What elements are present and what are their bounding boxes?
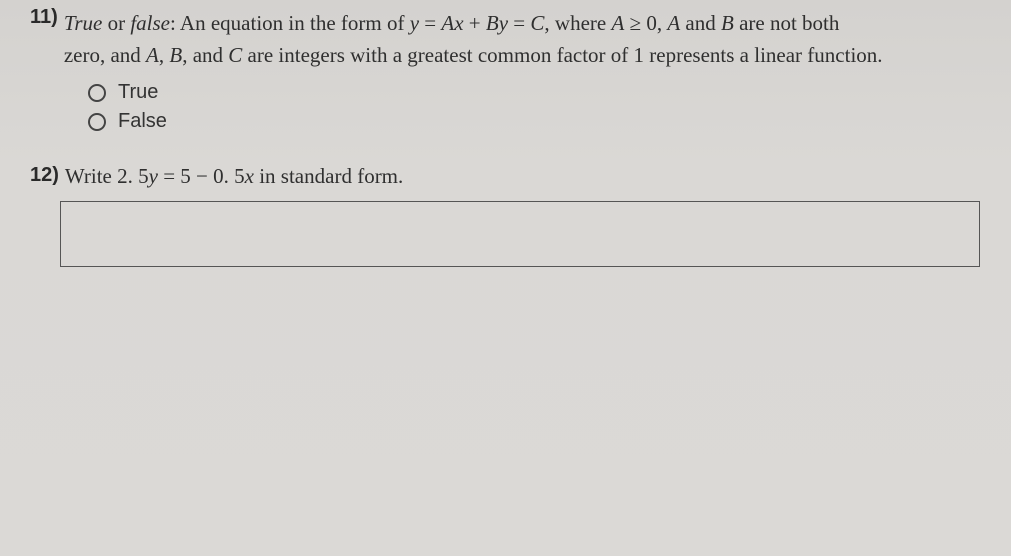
q11-geq: ≥ 0, bbox=[624, 11, 667, 35]
q11-line2a: zero, and bbox=[64, 43, 146, 67]
q11-colon-text: : An equation in the form of bbox=[170, 11, 410, 35]
q12-number: 12) bbox=[30, 164, 59, 187]
q11-eq2: = bbox=[508, 11, 530, 35]
q11-header: 11) True or false: An equation in the fo… bbox=[30, 8, 991, 71]
question-11: 11) True or false: An equation in the fo… bbox=[30, 8, 991, 133]
q12-text: Write 2. 5y = 5 − 0. 5x in standard form… bbox=[65, 161, 403, 193]
q11-l2-comma: , bbox=[159, 43, 170, 67]
radio-icon[interactable] bbox=[88, 84, 106, 102]
q11-ax: Ax bbox=[441, 11, 463, 35]
q11-or: or bbox=[102, 11, 130, 35]
q11-option-true[interactable]: True bbox=[88, 81, 991, 104]
q11-l2-a: A bbox=[146, 43, 159, 67]
q11-c: C bbox=[530, 11, 544, 35]
q12-lead: Write 2. 5 bbox=[65, 164, 149, 188]
q11-eq1: = bbox=[419, 11, 441, 35]
q11-true-word: True bbox=[64, 11, 103, 35]
q11-and1: and bbox=[680, 11, 721, 35]
q11-l2-b: B bbox=[169, 43, 182, 67]
q11-y: y bbox=[410, 11, 419, 35]
q11-where: , where bbox=[544, 11, 611, 35]
q11-number: 11) bbox=[30, 6, 58, 29]
q11-option-true-label: True bbox=[118, 81, 158, 104]
q11-by: By bbox=[486, 11, 508, 35]
q12-tail: in standard form. bbox=[254, 164, 403, 188]
q11-l2-and: , and bbox=[182, 43, 228, 67]
q12-y: y bbox=[149, 164, 158, 188]
q11-l2-tail: are integers with a greatest common fact… bbox=[242, 43, 882, 67]
q12-header: 12) Write 2. 5y = 5 − 0. 5x in standard … bbox=[30, 161, 991, 193]
q11-tail1: are not both bbox=[734, 11, 840, 35]
q11-option-false-label: False bbox=[118, 110, 167, 133]
q11-l2-c: C bbox=[228, 43, 242, 67]
q11-b: B bbox=[721, 11, 734, 35]
q11-options: True False bbox=[88, 81, 991, 133]
q12-x: x bbox=[245, 164, 254, 188]
question-12: 12) Write 2. 5y = 5 − 0. 5x in standard … bbox=[30, 161, 991, 267]
q11-a2: A bbox=[667, 11, 680, 35]
q11-a1: A bbox=[611, 11, 624, 35]
radio-icon[interactable] bbox=[88, 113, 106, 131]
q11-option-false[interactable]: False bbox=[88, 110, 991, 133]
q12-answer-box[interactable] bbox=[60, 201, 980, 267]
q11-plus: + bbox=[464, 11, 486, 35]
q11-false-word: false bbox=[130, 11, 170, 35]
q11-text: True or false: An equation in the form o… bbox=[64, 8, 883, 71]
q12-mid: = 5 − 0. 5 bbox=[158, 164, 245, 188]
